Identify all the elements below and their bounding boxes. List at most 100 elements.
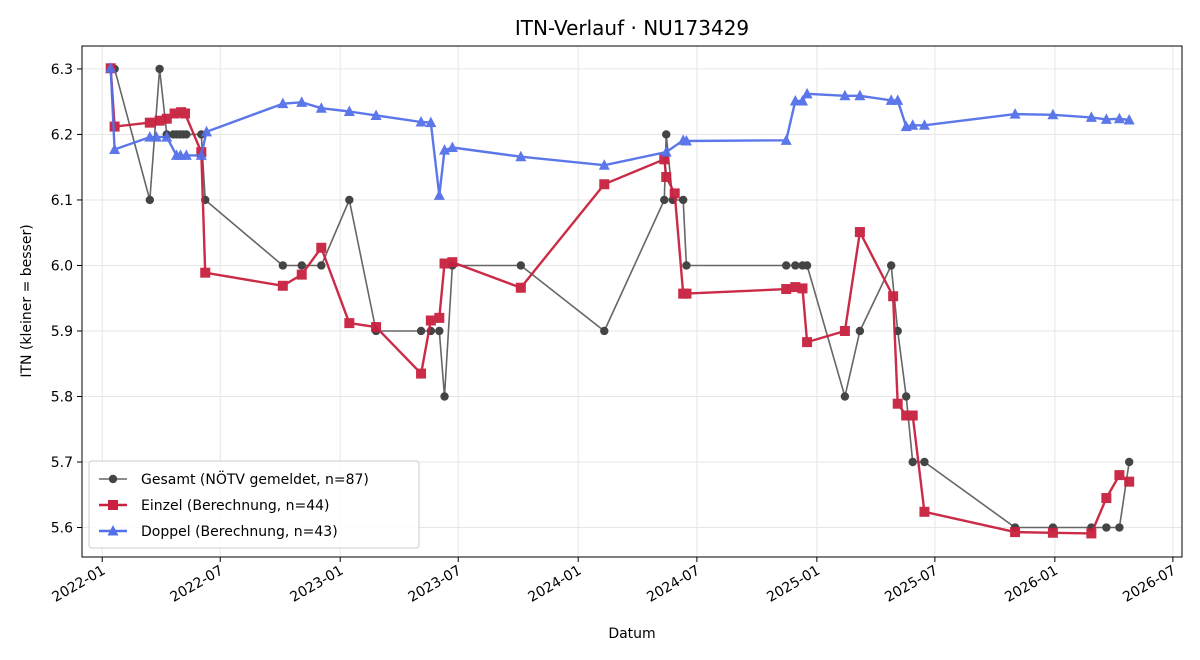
data-point xyxy=(781,284,792,295)
y-tick-label: 5.7 xyxy=(51,455,73,471)
data-point xyxy=(434,312,445,323)
data-point xyxy=(144,117,155,128)
y-tick-label: 5.6 xyxy=(51,521,73,537)
x-axis-ticks: 2022-01 2022-07 2023-01 2023-07 2024-01 2024-… xyxy=(50,557,1179,606)
series-triangle xyxy=(105,62,1135,200)
data-point xyxy=(1115,523,1124,532)
data-point xyxy=(316,242,327,253)
data-point xyxy=(1123,114,1135,125)
y-tick-label: 5.8 xyxy=(51,389,73,405)
data-point xyxy=(105,62,117,73)
y-tick-label: 5.9 xyxy=(51,324,73,340)
data-point xyxy=(1100,113,1112,124)
data-point xyxy=(854,89,866,101)
data-point xyxy=(789,95,801,106)
legend-box xyxy=(88,460,420,549)
y-tick-label: 6.1 xyxy=(51,193,73,209)
data-point xyxy=(1085,111,1097,122)
data-point xyxy=(1086,528,1097,539)
data-point xyxy=(371,322,382,333)
data-point xyxy=(109,143,121,155)
data-point xyxy=(343,105,355,117)
data-point xyxy=(839,89,851,101)
y-axis-ticks: 5.6 5.7 5.8 5.9 6.0 6.1 6.2 6.3 xyxy=(51,62,82,537)
data-point xyxy=(920,457,929,467)
data-point xyxy=(1113,112,1125,124)
x-tick-label: 2024-01 xyxy=(526,563,585,606)
data-point xyxy=(678,195,688,205)
data-point xyxy=(802,337,813,348)
data-point xyxy=(1124,457,1134,467)
data-point xyxy=(515,282,526,293)
chart-title: ITN-Verlauf · NU173429 xyxy=(515,16,749,40)
data-point xyxy=(180,108,191,119)
data-point xyxy=(447,257,458,268)
data-point xyxy=(790,282,801,293)
data-point xyxy=(315,102,327,113)
data-point xyxy=(791,261,800,270)
data-point xyxy=(888,291,899,302)
data-point xyxy=(659,154,670,165)
legend-swatch-marker xyxy=(107,525,119,536)
data-point xyxy=(1047,108,1059,120)
data-point xyxy=(433,189,445,200)
data-point xyxy=(154,115,165,126)
data-point xyxy=(840,392,850,401)
data-point xyxy=(600,326,609,336)
data-point xyxy=(669,188,680,199)
data-point xyxy=(296,269,307,280)
x-tick-label: 2023-01 xyxy=(288,563,347,606)
data-point xyxy=(440,392,449,401)
x-tick-label: 2025-07 xyxy=(882,563,941,606)
data-point xyxy=(1010,527,1021,538)
data-point xyxy=(145,195,155,205)
data-point xyxy=(901,392,911,401)
data-point xyxy=(277,97,289,109)
data-point xyxy=(802,261,812,270)
data-point xyxy=(782,261,791,270)
data-point xyxy=(662,130,671,139)
series-layer xyxy=(105,62,1135,539)
legend-label: Gesamt (NÖTV gemeldet, n=87) xyxy=(141,470,369,488)
data-point xyxy=(155,64,164,74)
data-point xyxy=(161,131,173,142)
data-point xyxy=(854,227,865,238)
data-point xyxy=(169,108,180,119)
data-point xyxy=(195,149,207,160)
data-point xyxy=(661,172,672,183)
data-point xyxy=(317,261,326,270)
data-point xyxy=(1047,527,1058,538)
data-point xyxy=(919,506,930,517)
legend-swatch-marker xyxy=(108,474,118,484)
data-point xyxy=(415,115,427,127)
x-tick-label: 2026-07 xyxy=(1120,563,1179,606)
data-point xyxy=(150,131,162,142)
y-tick-label: 6.2 xyxy=(51,127,73,143)
data-point xyxy=(801,87,813,99)
data-point xyxy=(886,261,896,270)
data-point xyxy=(1114,470,1125,481)
data-point xyxy=(797,95,809,106)
data-point xyxy=(515,150,527,162)
y-tick-label: 6.0 xyxy=(51,258,73,274)
x-tick-label: 2022-01 xyxy=(50,563,109,606)
data-point xyxy=(200,267,211,278)
data-point xyxy=(180,149,192,160)
data-point xyxy=(855,326,865,336)
data-point xyxy=(892,94,904,105)
data-point xyxy=(345,195,354,205)
data-point xyxy=(660,146,672,157)
data-point xyxy=(439,258,450,269)
data-point xyxy=(681,288,692,299)
x-tick-label: 2023-07 xyxy=(406,563,465,606)
data-point xyxy=(797,283,808,294)
data-point xyxy=(1124,476,1135,487)
data-point xyxy=(598,159,610,170)
data-point xyxy=(161,113,172,124)
data-point xyxy=(1102,523,1111,532)
data-point xyxy=(182,130,191,139)
y-tick-label: 6.3 xyxy=(51,62,73,78)
data-point xyxy=(907,119,919,130)
data-point xyxy=(446,141,458,153)
